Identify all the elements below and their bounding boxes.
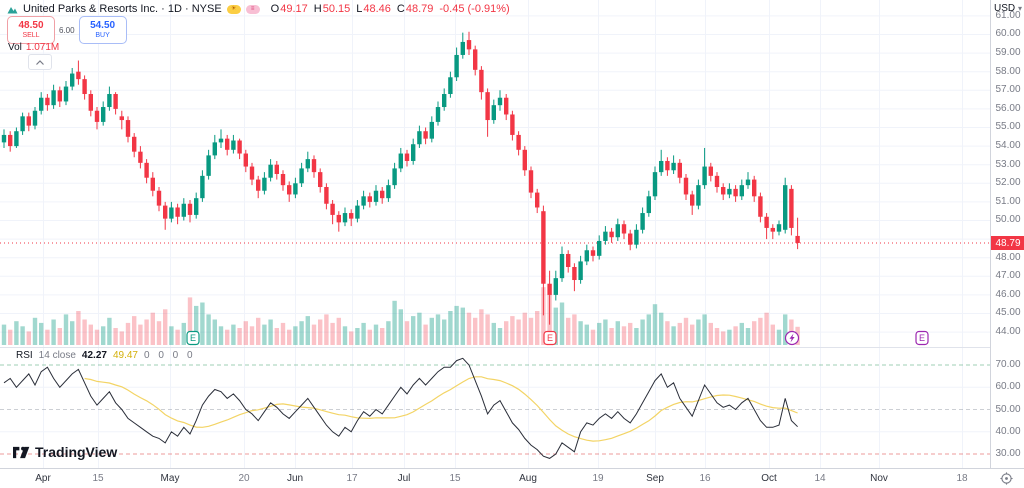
price-tick-label: 45.00: [995, 307, 1021, 319]
tradingview-watermark[interactable]: TradingView: [13, 444, 117, 460]
time-axis[interactable]: Apr 15 May 20 Jun 17 Jul 15 Aug 19 Sep 16 Oct 14 Nov 18: [0, 468, 1024, 488]
time-tick-label: Aug: [519, 473, 537, 484]
price-tick-label: 44.00: [995, 326, 1021, 338]
volume-legend: Vol 1.071M: [8, 42, 60, 53]
high-value: 50.15: [322, 3, 351, 15]
volume-bars: [1, 287, 800, 345]
rsi-tick-label: 70.00: [995, 359, 1021, 370]
rsi-tick-label: 60.00: [995, 381, 1021, 393]
price-tick-label: 47.00: [995, 270, 1021, 282]
time-tick-label: Sep: [646, 473, 664, 484]
open-value: 49.17: [280, 3, 308, 15]
time-tick-label: 19: [592, 473, 604, 484]
price-tick-label: 56.00: [995, 102, 1021, 114]
event-lightning-marker[interactable]: [784, 330, 800, 346]
price-tick-label: 60.00: [995, 28, 1021, 40]
time-tick-label: Oct: [761, 473, 777, 484]
last-price-tag: 48.79: [991, 236, 1024, 250]
price-tick-label: 52.00: [995, 177, 1021, 189]
earnings-reported-marker[interactable]: E: [186, 330, 200, 346]
price-axis[interactable]: USD ▾ 61.00 60.00 59.00 58.00 57.00 56.00 55.0…: [990, 0, 1024, 468]
tradingview-logo-icon: [13, 446, 30, 458]
sell-button[interactable]: 48.50 SELL: [7, 16, 55, 44]
price-tick-label: 46.00: [995, 288, 1021, 300]
currency-selector[interactable]: USD ▾: [994, 3, 1022, 14]
price-tick-label: 59.00: [995, 47, 1021, 59]
candlestick-series: [1, 31, 800, 325]
price-tick-label: 54.00: [995, 140, 1021, 152]
rsi-tick-label: 30.00: [995, 448, 1021, 459]
svg-text:E: E: [919, 333, 925, 343]
price-tick-label: 55.00: [995, 121, 1021, 133]
rsi-ma-line: [84, 376, 798, 442]
time-tick-label: 16: [699, 473, 711, 484]
earnings-upcoming-marker[interactable]: E: [915, 330, 929, 346]
close-value: 48.79: [405, 3, 434, 15]
volume-value: 1.071M: [25, 42, 60, 53]
time-tick-label: Jun: [286, 473, 304, 484]
tradingview-logo-text: TradingView: [35, 444, 118, 460]
symbol-header: United Parks & Resorts Inc. · 1D · NYSE …: [7, 3, 510, 15]
price-tick-label: 57.00: [995, 84, 1021, 96]
rsi-line: [3, 357, 798, 459]
rsi-band-lines: [0, 364, 990, 455]
low-value: 48.46: [363, 3, 391, 15]
rsi-tick-label: 40.00: [995, 425, 1021, 437]
earnings-reported-marker[interactable]: E: [543, 330, 557, 346]
spread-value: 6.00: [59, 25, 75, 35]
rsi-params: 14 close: [38, 350, 76, 361]
time-tick-label: 15: [92, 473, 104, 484]
chevron-up-icon: [36, 59, 44, 65]
time-tick-label: May: [160, 473, 180, 484]
rsi-ma-value: 49.47: [112, 350, 138, 361]
buy-button[interactable]: 54.50 BUY: [78, 16, 127, 44]
notes-icon[interactable]: ≡: [245, 4, 260, 14]
rsi-extra-values: 0 0 0 0: [143, 350, 196, 361]
price-tick-label: 53.00: [995, 158, 1021, 170]
time-tick-label: Jul: [397, 473, 411, 484]
price-tick-label: 50.00: [995, 214, 1021, 226]
rsi-indicator-legend[interactable]: RSI 14 close 42.27 49.47 0 0 0 0: [16, 350, 196, 361]
time-tick-label: 14: [814, 473, 826, 484]
svg-text:E: E: [547, 333, 553, 343]
delayed-data-icon[interactable]: ☀: [226, 4, 241, 14]
instrument-logo-icon: [7, 6, 18, 13]
price-tick-label: 58.00: [995, 65, 1021, 77]
svg-text:E: E: [190, 333, 196, 343]
symbol-title[interactable]: United Parks & Resorts Inc. · 1D · NYSE: [23, 3, 222, 15]
axis-settings-gear-icon[interactable]: [1000, 472, 1013, 488]
price-tick-label: 61.00: [995, 9, 1021, 21]
time-tick-label: 17: [346, 473, 358, 484]
rsi-name: RSI: [16, 350, 33, 361]
time-tick-label: Nov: [870, 473, 888, 484]
trade-panel: 48.50 SELL 6.00 54.50 BUY: [7, 16, 127, 44]
time-tick-label: 20: [238, 473, 250, 484]
rsi-tick-label: 50.00: [995, 403, 1021, 415]
collapse-legend-button[interactable]: [28, 54, 52, 70]
time-tick-label: 15: [449, 473, 461, 484]
price-tick-label: 48.00: [995, 251, 1021, 263]
grid-lines: [0, 0, 990, 468]
time-tick-label: Apr: [35, 473, 51, 484]
rsi-value: 42.27: [81, 350, 107, 361]
time-tick-label: 18: [956, 473, 968, 484]
change-value: -0.45 (-0.91%): [439, 3, 510, 15]
ohlc-values: O49.17 H50.15 L48.46 C48.79 -0.45 (-0.91…: [270, 3, 510, 15]
price-tick-label: 51.00: [995, 195, 1021, 207]
